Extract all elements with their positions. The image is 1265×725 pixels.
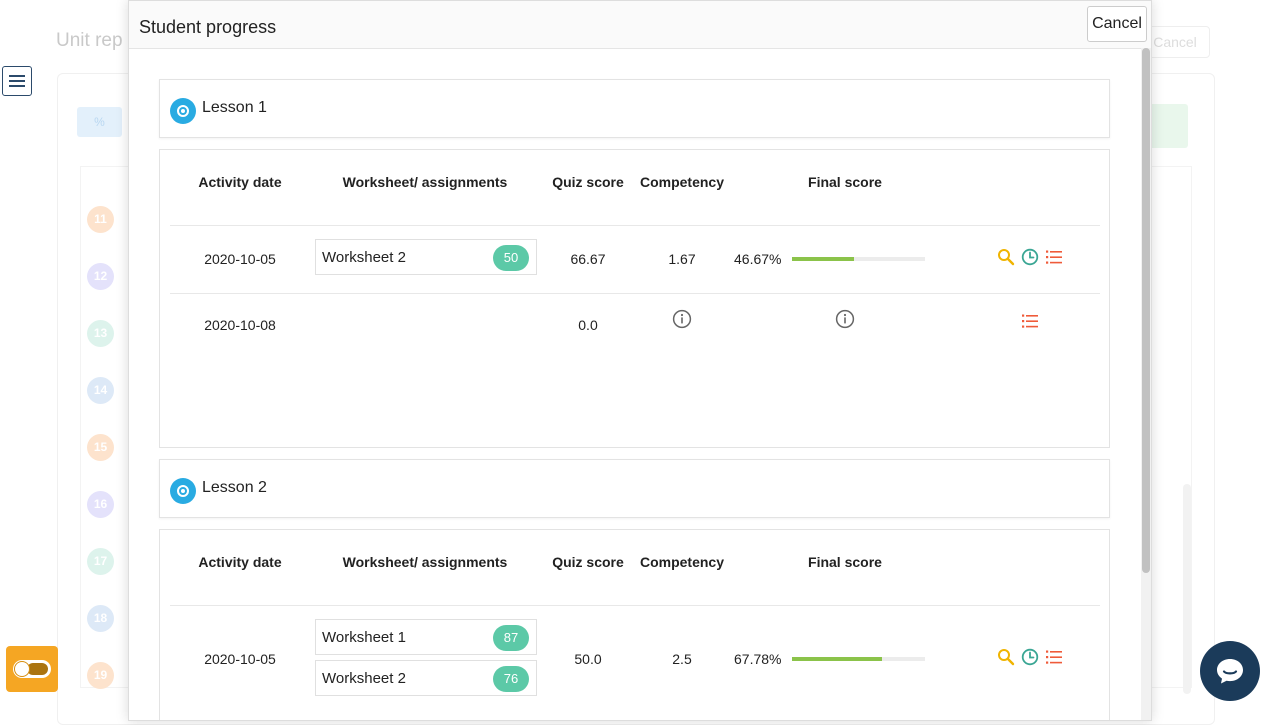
header-competency: Competency	[639, 174, 725, 190]
background-row-number: 16	[87, 491, 114, 518]
radio-selected-icon	[170, 478, 196, 504]
competency-value: 2.5	[672, 651, 692, 667]
modal-body: Lesson 1 Activity date Worksheet/ assign…	[129, 49, 1151, 720]
list-icon[interactable]	[1045, 648, 1063, 666]
lesson-2-table: Activity date Worksheet/ assignments Qui…	[159, 529, 1110, 720]
modal-scrollbar[interactable]	[1141, 48, 1151, 720]
header-quiz-score: Quiz score	[552, 174, 624, 190]
background-row-number: 17	[87, 548, 114, 575]
scrollbar-thumb[interactable]	[1142, 48, 1150, 573]
lesson-title: Lesson 1	[202, 99, 267, 116]
toggle-switch-icon	[13, 660, 51, 678]
info-icon[interactable]	[835, 309, 855, 329]
header-activity-date: Activity date	[198, 554, 282, 570]
background-row-number: 13	[87, 320, 114, 347]
header-worksheets: Worksheet/ assignments	[342, 554, 508, 570]
quiz-score: 66.67	[570, 251, 606, 267]
background-row-number: 19	[87, 662, 114, 689]
menu-toggle-button[interactable]	[2, 66, 32, 96]
radio-selected-icon	[170, 98, 196, 124]
divider	[170, 293, 1100, 294]
header-activity-date: Activity date	[198, 174, 282, 190]
final-score-percent: 46.67%	[734, 251, 782, 267]
background-row-number: 14	[87, 377, 114, 404]
background-row-number: 15	[87, 434, 114, 461]
chat-launcher-button[interactable]	[1200, 641, 1260, 701]
background-row-number: 11	[87, 206, 114, 233]
search-icon[interactable]	[997, 648, 1015, 666]
header-final-score: Final score	[808, 174, 882, 190]
hamburger-menu-icon	[9, 75, 25, 87]
lesson-2-header[interactable]: Lesson 2	[159, 459, 1110, 518]
activity-date: 2020-10-05	[204, 251, 276, 267]
lesson-1-table: Activity date Worksheet/ assignments Qui…	[159, 149, 1110, 448]
final-score-progress-bar	[792, 257, 925, 261]
divider	[170, 605, 1100, 606]
header-final-score: Final score	[808, 554, 882, 570]
list-icon[interactable]	[1021, 312, 1039, 330]
lesson-title: Lesson 2	[202, 479, 267, 496]
final-score-progress-bar	[792, 657, 925, 661]
lesson-1-header[interactable]: Lesson 1	[159, 79, 1110, 138]
background-scrollbar	[1183, 484, 1191, 694]
header-worksheets: Worksheet/ assignments	[342, 174, 508, 190]
background-row-number: 12	[87, 263, 114, 290]
background-page-title: Unit rep	[56, 30, 123, 51]
quiz-score: 0.0	[578, 317, 598, 333]
divider	[170, 225, 1100, 226]
worksheet-item[interactable]: Worksheet 2 76	[315, 660, 537, 696]
modal-header: Student progress Cancel	[129, 1, 1151, 49]
competency-value: 1.67	[668, 251, 696, 267]
worksheet-score-badge: 87	[493, 625, 529, 651]
chat-bubble-icon	[1217, 659, 1243, 684]
activity-date: 2020-10-05	[204, 651, 276, 667]
theme-toggle-button[interactable]	[6, 646, 58, 692]
worksheet-score-badge: 76	[493, 666, 529, 692]
worksheet-score-badge: 50	[493, 245, 529, 271]
search-icon[interactable]	[997, 248, 1015, 266]
final-score-percent: 67.78%	[734, 651, 782, 667]
worksheet-name: Worksheet 2	[322, 249, 406, 266]
worksheet-item[interactable]: Worksheet 1 87	[315, 619, 537, 655]
worksheet-name: Worksheet 2	[322, 670, 406, 687]
worksheet-item[interactable]: Worksheet 2 50	[315, 239, 537, 275]
background-row-number: 18	[87, 605, 114, 632]
header-competency: Competency	[639, 554, 725, 570]
cancel-button[interactable]: Cancel	[1087, 6, 1147, 42]
worksheet-name: Worksheet 1	[322, 629, 406, 646]
quiz-score: 50.0	[574, 651, 602, 667]
student-progress-modal: Student progress Cancel Lesson 1 Activit…	[128, 0, 1152, 721]
background-percent-chip: %	[77, 107, 122, 137]
clock-icon[interactable]	[1021, 648, 1039, 666]
clock-icon[interactable]	[1021, 248, 1039, 266]
list-icon[interactable]	[1045, 248, 1063, 266]
modal-title: Student progress	[139, 17, 277, 37]
info-icon[interactable]	[672, 309, 692, 329]
activity-date: 2020-10-08	[204, 317, 276, 333]
header-quiz-score: Quiz score	[552, 554, 624, 570]
